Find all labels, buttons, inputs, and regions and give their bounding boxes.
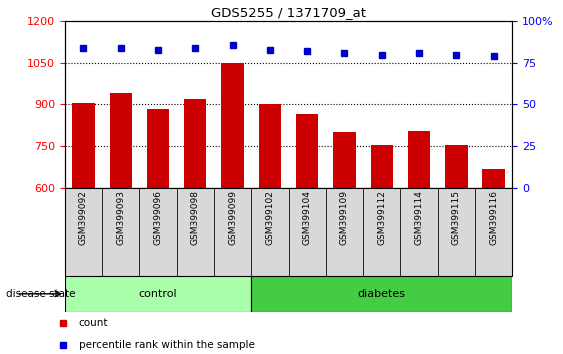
Text: GSM399099: GSM399099: [228, 190, 237, 245]
Bar: [400, 188, 438, 276]
Text: GSM399116: GSM399116: [489, 190, 498, 245]
Bar: [65, 188, 102, 276]
Text: control: control: [138, 289, 177, 299]
Bar: [221, 63, 244, 188]
Bar: [140, 188, 177, 276]
Text: GSM399092: GSM399092: [79, 190, 88, 245]
Bar: [438, 188, 475, 276]
Text: percentile rank within the sample: percentile rank within the sample: [79, 339, 254, 350]
Bar: [408, 131, 430, 188]
Bar: [65, 276, 251, 312]
Text: diabetes: diabetes: [358, 289, 406, 299]
Bar: [102, 188, 139, 276]
Text: GSM399115: GSM399115: [452, 190, 461, 245]
Text: disease state: disease state: [6, 289, 75, 299]
Bar: [326, 188, 363, 276]
Text: GSM399112: GSM399112: [377, 190, 386, 245]
Text: GSM399098: GSM399098: [191, 190, 200, 245]
Bar: [109, 93, 132, 188]
Bar: [251, 188, 288, 276]
Bar: [482, 169, 505, 188]
Bar: [296, 114, 319, 188]
Text: GSM399109: GSM399109: [340, 190, 349, 245]
Bar: [72, 103, 95, 188]
Text: count: count: [79, 318, 108, 329]
Bar: [184, 99, 207, 188]
Bar: [475, 188, 512, 276]
Bar: [147, 109, 169, 188]
Text: GSM399093: GSM399093: [116, 190, 125, 245]
Bar: [370, 145, 393, 188]
Text: GSM399102: GSM399102: [265, 190, 274, 245]
Bar: [289, 188, 326, 276]
Text: GSM399096: GSM399096: [154, 190, 163, 245]
Bar: [445, 145, 467, 188]
Bar: [333, 132, 356, 188]
Bar: [363, 188, 400, 276]
Bar: [251, 276, 512, 312]
Text: GSM399104: GSM399104: [303, 190, 312, 245]
Bar: [177, 188, 214, 276]
Bar: [258, 104, 281, 188]
Title: GDS5255 / 1371709_at: GDS5255 / 1371709_at: [211, 6, 366, 19]
Bar: [214, 188, 251, 276]
Text: GSM399114: GSM399114: [414, 190, 423, 245]
